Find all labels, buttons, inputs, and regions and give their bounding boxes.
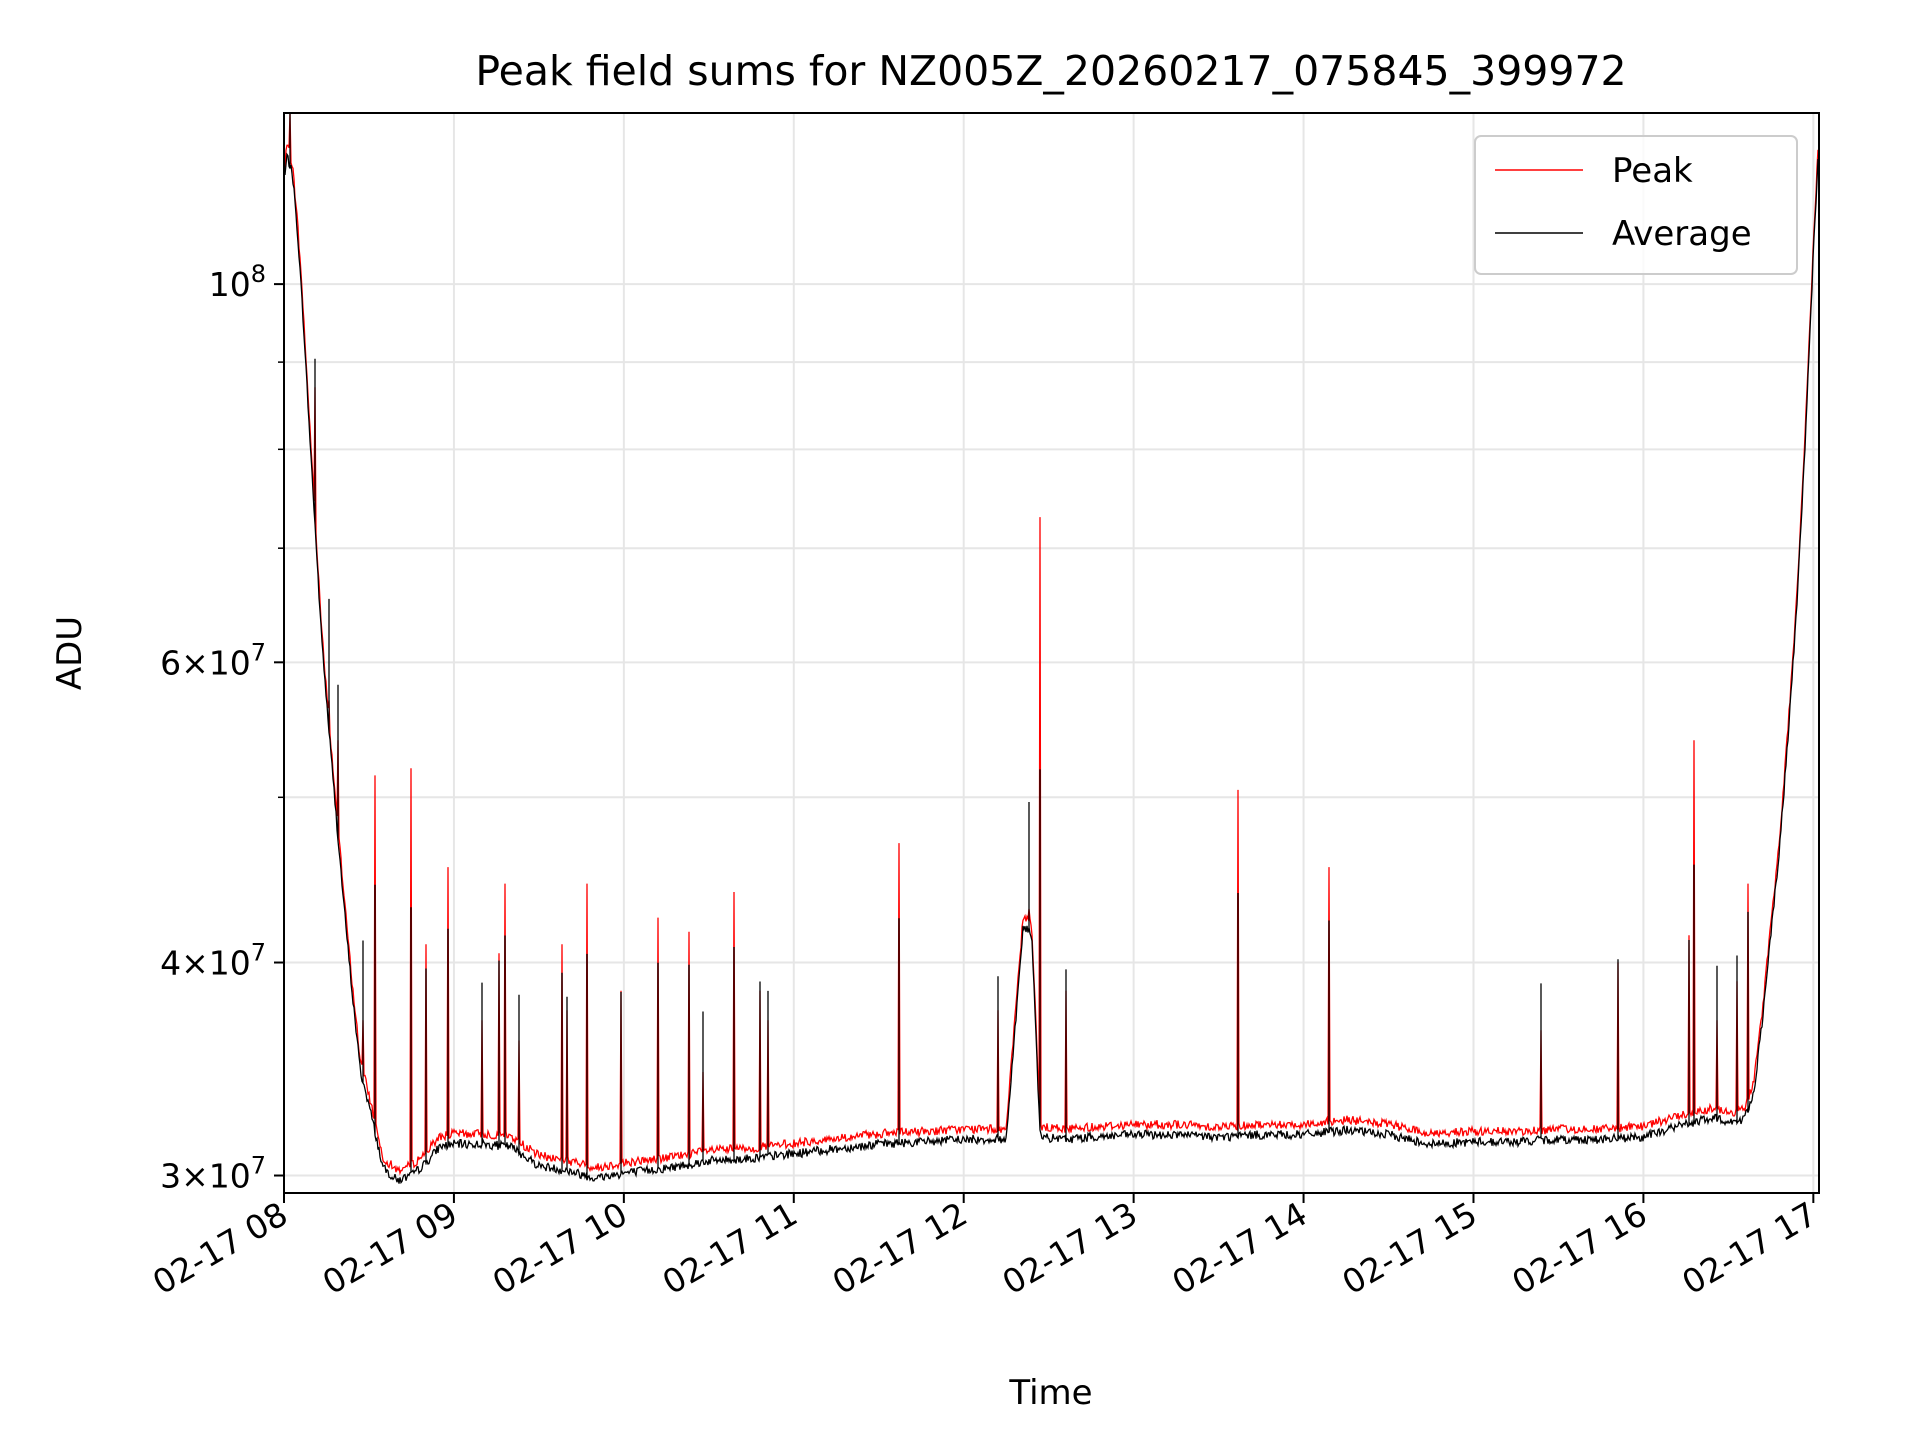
chart-title: Peak field sums for NZ005Z_20260217_0758… xyxy=(475,47,1626,95)
plot-lines xyxy=(284,112,1819,1185)
y-tick-label: 6×107 xyxy=(160,638,266,682)
y-tick-label: 4×107 xyxy=(160,939,266,983)
plot-frame xyxy=(283,112,1820,1194)
peak-series-line xyxy=(284,112,1819,1176)
legend-peak-label: Peak xyxy=(1612,151,1693,191)
x-axis-label: Time xyxy=(1008,1373,1092,1413)
y-tick-label: 108 xyxy=(209,260,266,304)
gridlines xyxy=(283,113,1819,1193)
y-tick-label: 3×107 xyxy=(160,1152,266,1196)
y-axis-label: ADU xyxy=(50,616,90,690)
legend-average-label: Average xyxy=(1612,214,1752,254)
average-series-line xyxy=(284,113,1819,1185)
legend: Peak Average xyxy=(1474,135,1798,275)
